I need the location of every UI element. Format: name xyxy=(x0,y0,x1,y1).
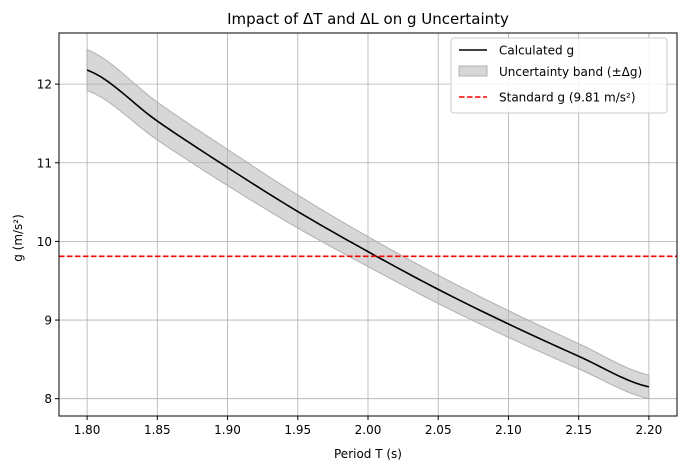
y-tick-label: 9 xyxy=(44,314,52,328)
legend-label-uncertainty-band: Uncertainty band (±Δg) xyxy=(499,65,642,79)
x-tick-label: 1.90 xyxy=(214,423,241,437)
y-axis-label: g (m/s²) xyxy=(11,214,25,262)
x-axis-ticks: 1.80 1.85 1.90 1.95 2.00 2.05 2.10 2.15 2.20 xyxy=(74,416,663,437)
y-axis-ticks: 8 9 10 11 12 xyxy=(37,78,59,406)
x-tick-label: 2.10 xyxy=(495,423,522,437)
x-axis-label: Period T (s) xyxy=(334,447,402,461)
legend-swatch-uncertainty-band xyxy=(458,65,488,77)
y-tick-label: 12 xyxy=(37,78,52,92)
legend-label-calculated-g: Calculated g xyxy=(499,44,574,58)
x-tick-label: 1.85 xyxy=(144,423,171,437)
x-tick-label: 1.80 xyxy=(74,423,101,437)
y-tick-label: 8 xyxy=(44,392,52,406)
calculated-g-line xyxy=(86,69,650,388)
series-layer xyxy=(59,69,677,388)
legend-label-standard-g: Standard g (9.81 m/s²) xyxy=(499,91,636,105)
x-tick-label: 2.20 xyxy=(636,423,663,437)
x-tick-label: 1.95 xyxy=(284,423,311,437)
uncertainty-band-layer xyxy=(86,48,650,400)
x-tick-label: 2.05 xyxy=(425,423,452,437)
y-tick-label: 10 xyxy=(37,235,52,249)
legend-box xyxy=(450,37,668,114)
legend: Calculated g Uncertainty band (±Δg) Stan… xyxy=(450,37,668,114)
x-tick-label: 2.00 xyxy=(355,423,382,437)
y-tick-label: 11 xyxy=(37,156,52,170)
x-tick-label: 2.15 xyxy=(565,423,592,437)
uncertainty-band xyxy=(86,48,650,400)
chart-title: Impact of ΔT and ΔL on g Uncertainty xyxy=(227,10,509,28)
